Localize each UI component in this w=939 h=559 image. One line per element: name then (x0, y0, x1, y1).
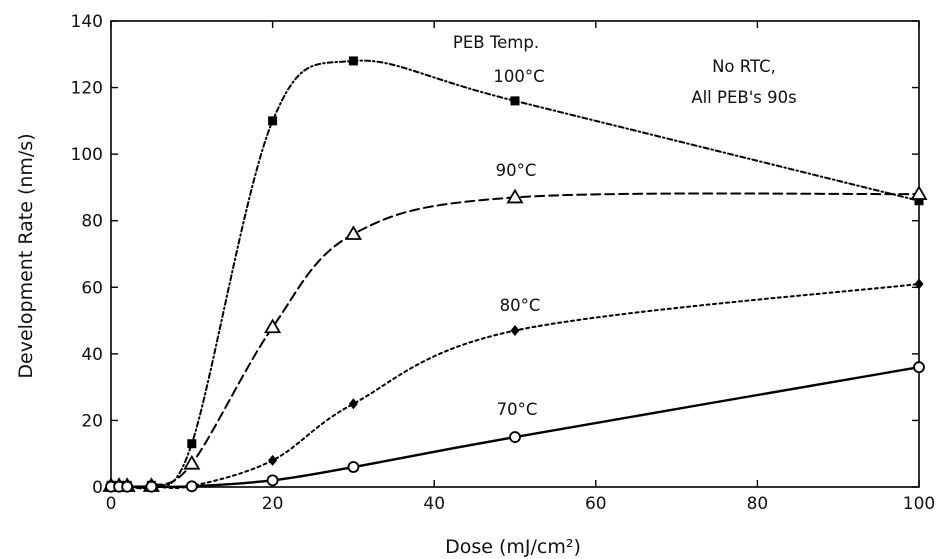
x-tick-label-100: 100 (903, 494, 935, 514)
point-s2-7 (510, 325, 520, 337)
point-s2-6 (348, 398, 358, 410)
point-s3-3 (145, 480, 158, 493)
point-s1-5 (264, 318, 282, 334)
series-label-70c: 70°C (497, 400, 538, 419)
point-s3-5 (266, 474, 279, 487)
series-layer (102, 56, 928, 493)
point-s3-8 (913, 361, 925, 374)
legend-title: PEB Temp. (453, 33, 539, 52)
point-s2-5 (268, 454, 278, 466)
point-s0-8 (914, 196, 924, 206)
point-s0-6 (348, 56, 358, 66)
series-1 (102, 185, 928, 492)
series-label-80c: 80°C (500, 296, 541, 315)
point-s3-2 (121, 480, 134, 493)
x-tick-label-0: 0 (106, 494, 117, 514)
note-line-1: No RTC, (712, 57, 776, 76)
plot-frame (110, 20, 920, 488)
point-s3-4 (185, 480, 198, 493)
point-s0-7 (510, 96, 520, 106)
series-3 (105, 361, 925, 493)
y-tick-label-100: 100 (71, 145, 103, 165)
series-line-1 (110, 192, 920, 489)
x-tick-label-60: 60 (585, 494, 607, 514)
series-label-90c: 90°C (496, 161, 537, 180)
y-tick-label-120: 120 (71, 79, 103, 99)
x-tick-label-20: 20 (262, 494, 284, 514)
point-s1-6 (344, 225, 362, 240)
point-s1-7 (506, 188, 524, 204)
point-s2-8 (914, 278, 924, 290)
x-tick-label-40: 40 (423, 494, 445, 514)
y-tick-label-0: 0 (92, 478, 103, 498)
point-s0-4 (187, 439, 197, 449)
series-0 (106, 56, 924, 490)
x-tick-label-80: 80 (747, 494, 769, 514)
y-tick-label-40: 40 (81, 345, 103, 365)
point-s0-5 (268, 116, 278, 126)
point-s1-4 (183, 454, 201, 470)
series-line-0 (110, 59, 920, 490)
x-axis-title: Dose (mJ/cm²) (445, 536, 581, 558)
series-label-100c: 100°C (493, 67, 544, 86)
y-tick-label-140: 140 (71, 12, 103, 32)
series-line-3 (109, 365, 921, 489)
point-s1-8 (910, 185, 928, 200)
point-s3-6 (347, 461, 360, 473)
y-tick-label-20: 20 (81, 411, 103, 431)
y-tick-label-80: 80 (81, 212, 103, 232)
y-tick-label-60: 60 (81, 278, 103, 298)
note-line-2: All PEB's 90s (691, 88, 796, 107)
y-axis-title: Development Rate (nm/s) (15, 133, 37, 378)
point-s3-7 (509, 431, 521, 443)
